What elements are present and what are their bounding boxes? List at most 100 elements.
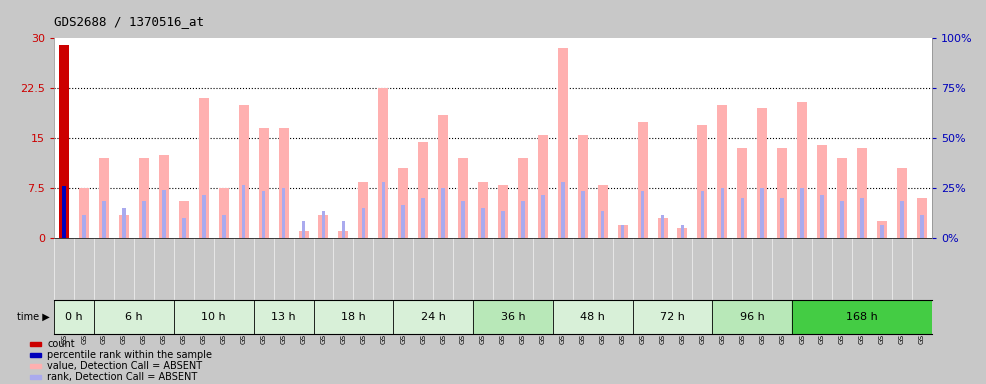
Bar xyxy=(473,300,553,333)
Bar xyxy=(578,135,588,238)
Bar xyxy=(561,182,565,238)
Bar xyxy=(658,218,668,238)
Bar xyxy=(199,98,209,238)
Bar xyxy=(638,122,648,238)
Bar xyxy=(880,225,883,238)
Bar xyxy=(398,168,408,238)
Bar xyxy=(30,353,41,357)
Bar xyxy=(178,202,189,238)
Bar xyxy=(633,300,712,333)
Text: 10 h: 10 h xyxy=(201,312,226,322)
Bar xyxy=(418,142,428,238)
Bar xyxy=(760,188,764,238)
Bar xyxy=(438,115,448,238)
Bar xyxy=(697,125,707,238)
Bar xyxy=(701,192,704,238)
Bar xyxy=(917,198,927,238)
Bar xyxy=(79,188,89,238)
Bar xyxy=(302,222,306,238)
Bar xyxy=(358,182,369,238)
Text: 48 h: 48 h xyxy=(581,312,605,322)
Text: 36 h: 36 h xyxy=(501,312,526,322)
Bar xyxy=(162,190,166,238)
Text: percentile rank within the sample: percentile rank within the sample xyxy=(47,350,212,360)
Bar xyxy=(860,198,864,238)
Bar xyxy=(522,202,525,238)
Bar xyxy=(442,188,445,238)
Bar xyxy=(712,300,792,333)
Bar xyxy=(900,202,903,238)
Text: 168 h: 168 h xyxy=(846,312,878,322)
Bar xyxy=(202,195,206,238)
Bar xyxy=(338,232,348,238)
Bar xyxy=(541,195,544,238)
Bar xyxy=(258,128,268,238)
Bar xyxy=(641,192,645,238)
Bar xyxy=(239,105,248,238)
Bar xyxy=(820,195,824,238)
Bar xyxy=(421,198,425,238)
Text: 0 h: 0 h xyxy=(65,312,83,322)
Bar xyxy=(558,48,568,238)
Bar xyxy=(393,300,473,333)
Bar xyxy=(94,300,174,333)
Bar xyxy=(461,202,464,238)
Bar xyxy=(30,342,41,346)
Bar xyxy=(59,45,69,238)
Bar xyxy=(321,212,325,238)
Bar xyxy=(253,300,314,333)
Bar xyxy=(174,300,253,333)
Text: time ▶: time ▶ xyxy=(17,312,49,322)
Bar xyxy=(282,188,285,238)
Bar xyxy=(362,208,365,238)
Bar xyxy=(222,215,226,238)
Bar xyxy=(598,185,607,238)
Text: GDS2688 / 1370516_at: GDS2688 / 1370516_at xyxy=(54,15,204,28)
Bar xyxy=(897,168,907,238)
Bar xyxy=(920,215,924,238)
Bar xyxy=(103,202,106,238)
Bar xyxy=(142,202,146,238)
Bar xyxy=(780,198,784,238)
Bar xyxy=(740,198,744,238)
Bar xyxy=(262,192,265,238)
Text: 13 h: 13 h xyxy=(271,312,296,322)
Bar xyxy=(30,364,41,368)
Bar xyxy=(382,182,386,238)
Text: 72 h: 72 h xyxy=(660,312,685,322)
Bar xyxy=(62,186,66,238)
Bar xyxy=(792,300,932,333)
Bar xyxy=(159,155,169,238)
Text: rank, Detection Call = ABSENT: rank, Detection Call = ABSENT xyxy=(47,372,197,382)
Text: value, Detection Call = ABSENT: value, Detection Call = ABSENT xyxy=(47,361,202,371)
Bar xyxy=(498,185,508,238)
Bar xyxy=(54,300,94,333)
Bar xyxy=(62,186,66,238)
Bar xyxy=(857,148,867,238)
Bar xyxy=(83,215,86,238)
Text: 6 h: 6 h xyxy=(125,312,143,322)
Bar xyxy=(314,300,393,333)
Bar xyxy=(318,215,328,238)
Bar xyxy=(59,45,69,238)
Bar xyxy=(600,212,604,238)
Bar xyxy=(757,108,767,238)
Bar xyxy=(777,148,787,238)
Bar xyxy=(817,145,827,238)
Bar xyxy=(721,188,724,238)
Bar xyxy=(122,208,126,238)
Bar xyxy=(182,218,185,238)
Bar xyxy=(458,158,468,238)
Bar xyxy=(738,148,747,238)
Bar xyxy=(617,225,628,238)
Bar xyxy=(481,208,485,238)
Bar xyxy=(100,158,109,238)
Bar xyxy=(379,88,388,238)
Text: 18 h: 18 h xyxy=(341,312,366,322)
Bar xyxy=(119,215,129,238)
Bar xyxy=(797,102,808,238)
Bar xyxy=(538,135,548,238)
Bar xyxy=(341,222,345,238)
Bar xyxy=(401,205,405,238)
Bar xyxy=(279,128,289,238)
